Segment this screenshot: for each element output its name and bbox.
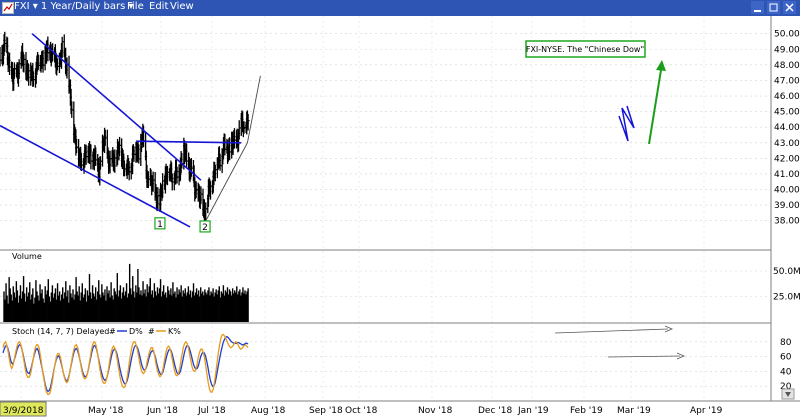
- price-tick-label: 48.00: [774, 61, 800, 71]
- breakout-arrow: [648, 69, 662, 145]
- window-titlebar: FXI ▾ 1 Year/Daily bars ▾ File Edit View: [0, 0, 800, 16]
- window-title[interactable]: FXI ▾ 1 Year/Daily bars ▾: [14, 1, 134, 12]
- stochastic-lines: [2, 325, 686, 395]
- price-tick-label: 40.00: [774, 186, 800, 196]
- price-tick-label: 45.00: [774, 108, 800, 118]
- volume-panel-title: Volume: [12, 252, 42, 261]
- chart-title-box: FXI-NYSE. The "Chinese Dow": [525, 40, 646, 58]
- x-tick-label: Oct '18: [345, 406, 378, 416]
- stoch-panel-title: Stoch (14, 7, 7) Delayed # D% # K%: [12, 327, 181, 336]
- x-tick-label: Jul '18: [197, 406, 226, 416]
- wave-marker-box: [199, 220, 211, 233]
- wave-marker-box: [154, 217, 166, 230]
- volume-tick-label: 50.0M: [773, 267, 800, 277]
- stoch-tick-label: 20: [780, 382, 792, 392]
- x-tick-label: Jan '19: [517, 406, 549, 416]
- chart-app-icon: [2, 2, 14, 14]
- stoch-title-marker: #: [109, 327, 116, 336]
- maximize-icon[interactable]: [767, 1, 780, 14]
- price-bars: [0, 31, 250, 230]
- breakout-arrow-head: [656, 60, 666, 71]
- price-tick-label: 46.00: [774, 92, 800, 102]
- x-tick-label: Aug '18: [251, 406, 286, 416]
- trendline-lower-channel: [0, 124, 191, 228]
- x-tick-label: Sep '18: [309, 406, 343, 416]
- stoch-tick-label: 40: [780, 367, 792, 377]
- grid: 50.00 49.00 48.00 47.00 46.00 45.00 44.00 43.00…: [0, 16, 800, 416]
- price-tick-label: 38.00: [774, 217, 800, 227]
- stoch-projection-upper: [554, 328, 669, 334]
- x-tick-label: May '18: [88, 406, 124, 416]
- x-tick-label: Jun '18: [146, 406, 178, 416]
- trendline-upper-channel: [31, 33, 202, 181]
- stoch-tick-label: 80: [780, 338, 792, 348]
- menu-view[interactable]: View: [170, 1, 194, 12]
- legend-d-marker: #: [148, 327, 155, 336]
- menu-file[interactable]: File: [127, 1, 144, 12]
- legend-d-label: D%: [129, 327, 143, 336]
- minimize-icon[interactable]: [751, 1, 764, 14]
- x-tick-label: Feb '19: [570, 406, 603, 416]
- scroll-down-icon[interactable]: [781, 388, 795, 400]
- window-controls: [751, 1, 796, 14]
- stoch-projection-lower-head: [676, 352, 686, 360]
- stoch-projection-lower: [607, 355, 681, 358]
- x-tick-label: Mar '19: [617, 406, 651, 416]
- price-tick-label: 50.00: [774, 30, 800, 40]
- cursor-date-box: [0, 401, 47, 417]
- trendline-extension: [246, 75, 261, 143]
- stoch-projection-upper-head: [664, 325, 674, 333]
- wave-marker-label: 2: [202, 223, 208, 233]
- chart-area: 50.00 49.00 48.00 47.00 46.00 45.00 44.00 43.00…: [0, 16, 800, 417]
- volume-tick-label: 25.0M: [773, 293, 800, 303]
- price-tick-label: 41.00: [774, 170, 800, 180]
- x-tick-label: Apr '19: [690, 406, 723, 416]
- price-tick-label: 47.00: [774, 76, 800, 86]
- stoch-title: Stoch (14, 7, 7) Delayed: [12, 327, 109, 336]
- chart-title: FXI-NYSE. The "Chinese Dow": [526, 45, 644, 54]
- trendline-support: [204, 142, 248, 223]
- trendlines: [0, 33, 666, 228]
- flag-pattern: [618, 105, 635, 142]
- menu-edit[interactable]: Edit: [149, 1, 169, 12]
- close-icon[interactable]: [783, 1, 796, 14]
- stoch-line-K%: [2, 333, 249, 395]
- stoch-tick-label: 60: [780, 353, 792, 363]
- x-tick-label: Dec '18: [478, 406, 512, 416]
- x-tick-label: Nov '18: [418, 406, 453, 416]
- legend-k-label: K%: [168, 327, 181, 336]
- cursor-date: 3/9/2018: [3, 406, 44, 416]
- trendline-resistance: [136, 140, 242, 144]
- price-tick-label: 42.00: [774, 154, 800, 164]
- price-tick-label: 39.00: [774, 201, 800, 211]
- volume-bars: [3, 263, 249, 322]
- wave-marker-label: 1: [157, 220, 163, 230]
- price-tick-label: 49.00: [774, 45, 800, 55]
- price-tick-label: 44.00: [774, 123, 800, 133]
- price-tick-label: 43.00: [774, 139, 800, 149]
